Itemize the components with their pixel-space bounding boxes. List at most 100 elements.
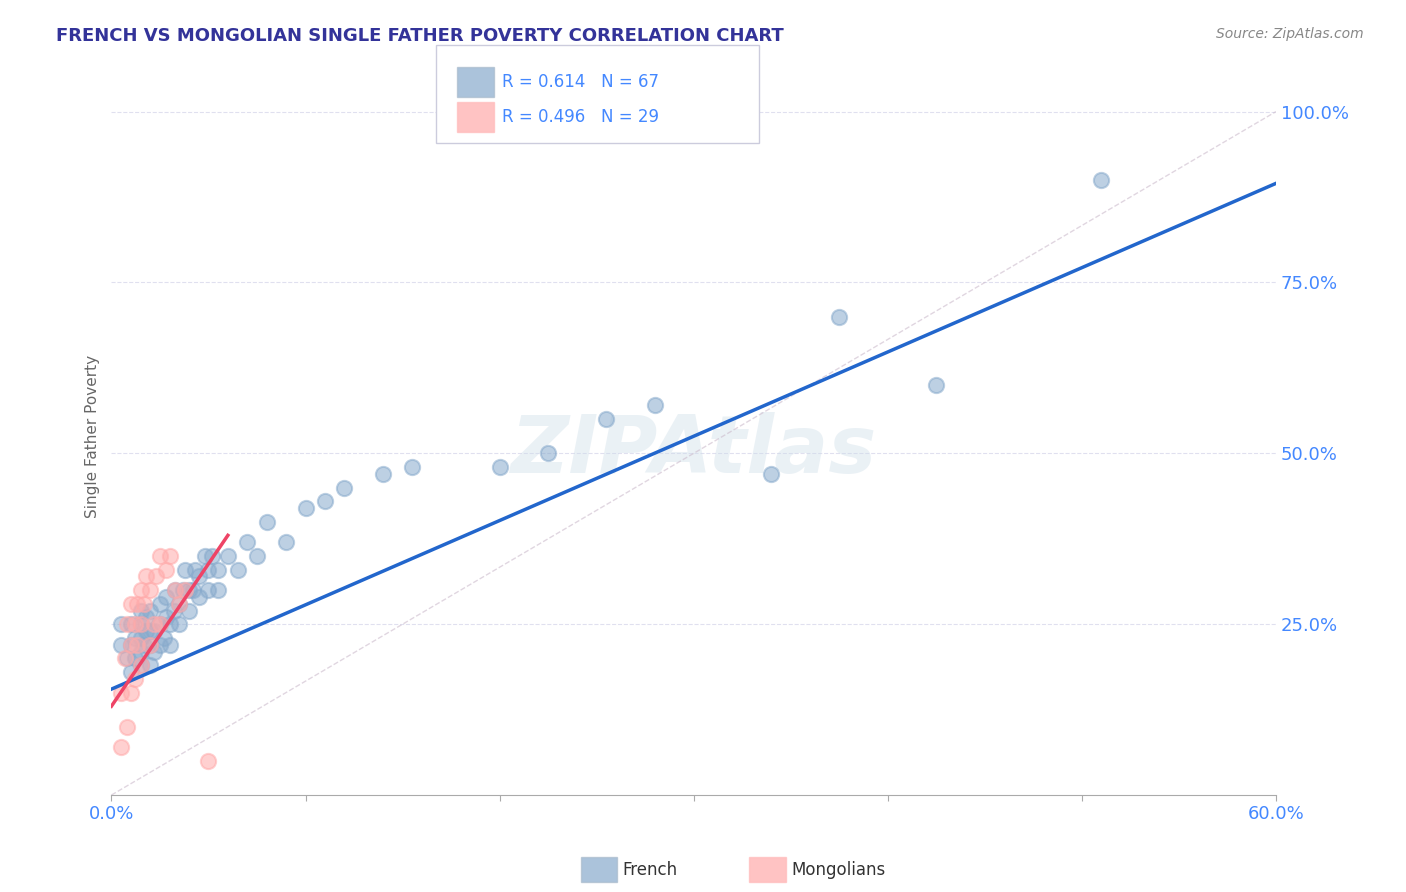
Point [110, 617, 132, 632]
Point [149, 617, 172, 632]
Point [314, 494, 336, 508]
Point [120, 685, 142, 699]
Point [145, 569, 167, 583]
Text: ZIPAtlas: ZIPAtlas [510, 411, 877, 490]
Text: FRENCH VS MONGOLIAN SINGLE FATHER POVERTY CORRELATION CHART: FRENCH VS MONGOLIAN SINGLE FATHER POVERT… [56, 27, 785, 45]
Point [194, 549, 217, 563]
Point [120, 617, 142, 632]
Point [129, 631, 152, 645]
Point [115, 617, 138, 632]
Point [124, 631, 146, 645]
Text: French: French [623, 861, 678, 879]
Point [197, 582, 219, 597]
Point [274, 535, 297, 549]
Point [139, 638, 162, 652]
Point [537, 446, 560, 460]
Y-axis label: Single Father Poverty: Single Father Poverty [86, 355, 100, 518]
Point [201, 549, 224, 563]
Point [149, 597, 172, 611]
Point [177, 603, 200, 617]
Point [184, 562, 207, 576]
Text: R = 0.496   N = 29: R = 0.496 N = 29 [502, 108, 659, 126]
Point [226, 562, 249, 576]
Point [135, 569, 157, 583]
Point [177, 582, 200, 597]
Point [165, 582, 187, 597]
Point [139, 624, 162, 638]
Point [159, 549, 181, 563]
Point [155, 562, 177, 576]
Point [149, 638, 172, 652]
Point [139, 638, 162, 652]
Point [110, 740, 132, 755]
Point [134, 597, 156, 611]
Point [644, 399, 666, 413]
Point [925, 378, 948, 392]
Point [124, 672, 146, 686]
Point [207, 562, 229, 576]
Point [165, 582, 187, 597]
Point [120, 665, 142, 679]
Text: R = 0.614   N = 67: R = 0.614 N = 67 [502, 73, 659, 91]
Point [207, 582, 229, 597]
Point [143, 644, 166, 658]
Point [246, 549, 269, 563]
Point [120, 638, 142, 652]
Point [159, 617, 181, 632]
Point [333, 481, 356, 495]
Point [143, 617, 166, 632]
Point [256, 515, 278, 529]
Point [197, 562, 219, 576]
Point [114, 651, 136, 665]
Point [595, 412, 617, 426]
Point [174, 562, 197, 576]
Point [217, 549, 239, 563]
Point [187, 590, 209, 604]
Point [129, 617, 152, 632]
Point [169, 617, 191, 632]
Point [401, 460, 423, 475]
Point [129, 658, 152, 673]
Point [159, 638, 181, 652]
Point [135, 610, 157, 624]
Point [129, 644, 152, 658]
Point [236, 535, 259, 549]
Point [828, 310, 851, 324]
Point [149, 549, 172, 563]
Point [110, 638, 132, 652]
Point [181, 582, 204, 597]
Point [294, 501, 316, 516]
Point [174, 582, 197, 597]
Point [134, 638, 156, 652]
Point [115, 651, 138, 665]
Point [110, 685, 132, 699]
Point [488, 460, 510, 475]
Point [143, 624, 166, 638]
Point [197, 754, 219, 768]
Point [125, 638, 148, 652]
Point [125, 597, 148, 611]
Point [155, 610, 177, 624]
Point [1090, 173, 1112, 187]
Point [135, 624, 157, 638]
Text: Source: ZipAtlas.com: Source: ZipAtlas.com [1216, 27, 1364, 41]
Text: Mongolians: Mongolians [792, 861, 886, 879]
Point [155, 590, 177, 604]
Point [129, 603, 152, 617]
Point [761, 467, 783, 481]
Point [120, 638, 142, 652]
Point [172, 582, 194, 597]
Point [124, 651, 146, 665]
Point [149, 617, 172, 632]
Point [115, 720, 138, 734]
Point [129, 582, 152, 597]
Point [373, 467, 395, 481]
Point [169, 597, 191, 611]
Point [169, 597, 191, 611]
Point [124, 617, 146, 632]
Point [139, 658, 162, 673]
Point [139, 603, 162, 617]
Point [120, 597, 142, 611]
Point [153, 631, 176, 645]
Point [129, 658, 152, 673]
